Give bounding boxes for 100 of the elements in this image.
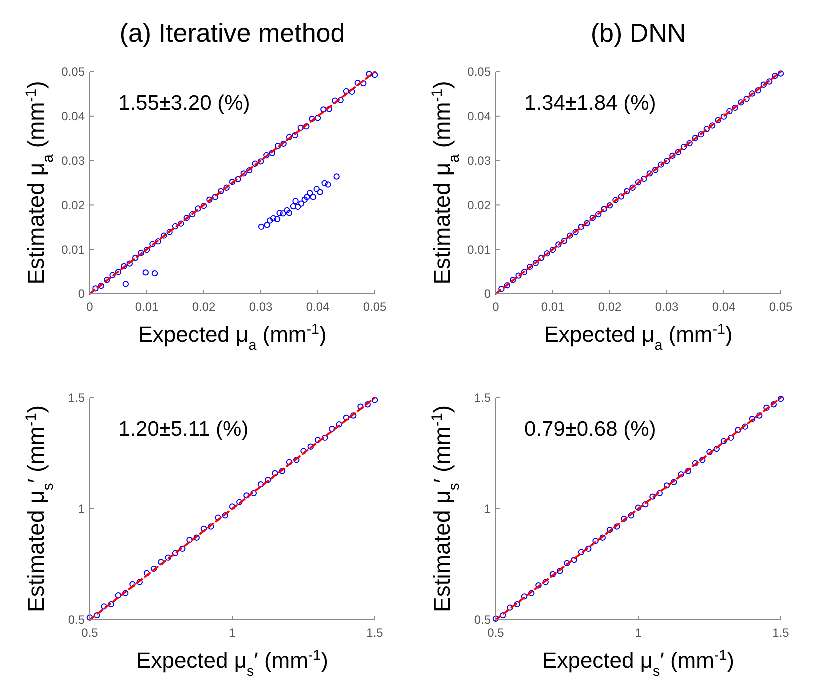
point (151, 566, 158, 572)
point (521, 269, 528, 276)
point (726, 108, 733, 115)
point (612, 197, 619, 204)
point (646, 170, 653, 177)
point (550, 571, 556, 578)
x-tick-label: 1 (229, 626, 236, 640)
point (664, 482, 670, 489)
point (567, 232, 574, 239)
point (700, 457, 706, 464)
point (208, 524, 214, 530)
point (244, 492, 250, 499)
point (571, 556, 578, 564)
point (527, 264, 534, 270)
point (635, 504, 642, 511)
point (681, 144, 688, 150)
point (635, 179, 642, 186)
point (564, 560, 570, 566)
point (600, 534, 606, 541)
y-tick-label: 0.05 (468, 65, 492, 80)
point (294, 457, 300, 464)
point (115, 592, 122, 599)
point (584, 220, 590, 227)
point (686, 140, 693, 147)
point (704, 126, 710, 132)
x-tick-label: 0.03 (249, 300, 273, 314)
point (578, 549, 585, 556)
point (770, 402, 777, 408)
x-axis-title: Expected μ$_{a}$ (mm$^{-1}$) (138, 322, 327, 354)
point (601, 206, 608, 212)
point (329, 426, 336, 432)
point (364, 402, 371, 408)
y-tick-label: 0.02 (468, 198, 492, 212)
y-tick-label: 1 (484, 502, 492, 516)
point (614, 524, 620, 530)
point (760, 82, 767, 88)
point (756, 412, 763, 419)
point (372, 397, 378, 404)
point (172, 550, 179, 556)
point (692, 460, 699, 467)
point (550, 246, 556, 254)
point (720, 114, 728, 120)
point (343, 414, 350, 422)
point (536, 582, 542, 589)
point (101, 604, 108, 610)
point (732, 104, 738, 112)
point (279, 468, 286, 474)
point (94, 612, 100, 619)
y-tick-label: 0.04 (468, 110, 492, 124)
x-tick-label: 0.02 (192, 300, 216, 314)
point (766, 78, 773, 85)
point (158, 559, 164, 566)
point (250, 490, 257, 497)
point (642, 501, 649, 508)
point (507, 604, 514, 611)
x-tick-label: 1.5 (366, 626, 384, 640)
y-tick-label: 0.5 (474, 613, 492, 628)
x-tick-label: 0.03 (655, 300, 679, 314)
y-tick-label: 0.05 (62, 65, 86, 80)
point (606, 526, 614, 534)
point (664, 158, 670, 164)
x-axis-title: Expected μ$_{a}$ (mm$^{-1}$) (544, 322, 733, 354)
point (606, 202, 614, 209)
y-tick-label: 0.01 (62, 242, 86, 257)
point (258, 481, 264, 488)
point (592, 538, 599, 544)
point (557, 568, 564, 574)
point (314, 437, 322, 444)
annotation: 1.20±5.11 (%) (118, 418, 249, 441)
point (136, 579, 143, 586)
point (165, 554, 172, 561)
point (744, 96, 750, 102)
point (300, 448, 307, 454)
y-tick-label: 0.02 (62, 198, 86, 212)
x-tick-label: 0.05 (769, 300, 793, 314)
point (130, 581, 136, 588)
point (621, 516, 628, 522)
x-tick-label: 0.04 (306, 300, 330, 314)
point (538, 254, 545, 262)
point (322, 434, 328, 442)
point (200, 526, 208, 532)
x-tick-label: 0 (86, 300, 94, 314)
point (749, 90, 756, 97)
point (658, 162, 664, 168)
x-tick-label: 0 (492, 300, 500, 314)
point (510, 277, 516, 284)
point (542, 579, 549, 586)
x-tick-label: 1 (635, 626, 642, 640)
x-tick-label: 0.01 (541, 300, 565, 314)
point (532, 260, 539, 266)
y-tick-label: 0.03 (62, 154, 86, 168)
chart-title: (a) Iterative method (120, 18, 346, 48)
annotation: 0.79±0.68 (%) (524, 418, 656, 441)
point (652, 167, 659, 174)
point (578, 224, 585, 230)
point (670, 152, 676, 160)
x-tick-label: 1.5 (772, 626, 790, 640)
point (698, 132, 704, 138)
y-tick-label: 1.5 (474, 391, 492, 406)
y-tick-label: 0.04 (62, 110, 86, 124)
